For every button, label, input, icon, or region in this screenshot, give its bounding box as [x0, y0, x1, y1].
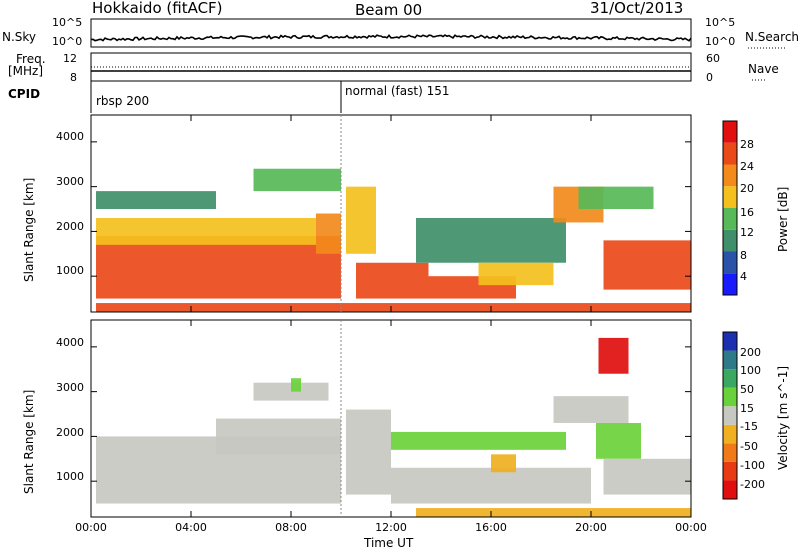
power-cbar-tick: 20: [740, 182, 754, 195]
power-ytick: 2000: [56, 220, 84, 233]
freq-unit-label: [MHz]: [8, 64, 44, 78]
power-data-region: [96, 217, 316, 245]
xtick: 08:00: [275, 521, 307, 534]
freq-tick-high: 12: [63, 52, 77, 65]
power-data-region: [96, 303, 691, 312]
power-colorbar-swatch: [723, 251, 737, 274]
cpid-mode-normal: normal (fast) 151: [345, 84, 450, 98]
station-title: Hokkaido (fitACF): [92, 0, 223, 17]
velocity-colorbar-frame: [722, 331, 738, 500]
power-data-region: [416, 217, 566, 263]
power-colorbar-swatch: [723, 121, 737, 143]
power-ytick: 1000: [56, 264, 84, 277]
xtick: 00:00: [75, 521, 107, 534]
velocity-ytick: 3000: [56, 381, 84, 394]
beam-label: Beam 00: [355, 1, 423, 19]
xtick: 20:00: [575, 521, 607, 534]
velocity-colorbar-swatch: [723, 350, 737, 370]
velocity-data-region: [346, 409, 391, 495]
power-cbar-tick: 8: [740, 249, 747, 262]
velocity-ytick: 2000: [56, 426, 84, 439]
velocity-colorbar-swatch: [723, 369, 737, 388]
nave-tick-low: 0: [706, 71, 713, 84]
nsky-panel-frame: [90, 18, 692, 48]
velocity-cbar-tick: -100: [740, 459, 765, 472]
power-ytick: 3000: [56, 175, 84, 188]
power-data-region: [356, 262, 429, 299]
velocity-cbar-tick: 15: [740, 402, 754, 415]
power-colorbar-swatch: [723, 229, 737, 252]
power-panel-ylabel: Slant Range [km]: [22, 177, 36, 282]
nsky-tick-high: 10^5: [52, 16, 83, 29]
velocity-colorbar-swatch: [723, 332, 737, 351]
velocity-cbar-tick: 100: [740, 364, 761, 377]
power-data-region: [316, 213, 341, 254]
velocity-data-region: [596, 422, 641, 459]
nsearch-tick-high: 10^5: [705, 16, 736, 29]
power-colorbar-label: Power [dB]: [776, 186, 790, 252]
velocity-colorbar-swatch: [723, 406, 737, 425]
power-colorbar-swatch: [723, 142, 737, 165]
velocity-data-region: [291, 378, 301, 392]
power-ytick: 4000: [56, 130, 84, 143]
freq-tick-low: 8: [70, 71, 77, 84]
nsky-trace: [90, 34, 692, 42]
power-colorbar-swatch: [723, 164, 737, 187]
velocity-data-region: [491, 454, 516, 473]
velocity-cbar-tick: -15: [740, 420, 758, 433]
nsearch-tick-low: 10^0: [705, 35, 736, 48]
velocity-ytick: 1000: [56, 470, 84, 483]
velocity-cbar-tick: -200: [740, 478, 765, 491]
power-data-region: [96, 235, 341, 299]
power-cbar-tick: 4: [740, 270, 747, 283]
velocity-data-region: [553, 396, 629, 423]
velocity-data-region: [416, 508, 691, 517]
cpid-label: CPID: [8, 87, 41, 101]
xtick: 16:00: [475, 521, 507, 534]
velocity-data-region: [598, 337, 629, 374]
velocity-data-region: [603, 458, 691, 495]
nave-label: Nave: [748, 62, 779, 76]
power-data-region: [96, 191, 216, 210]
xaxis-label: Time UT: [364, 536, 414, 550]
power-colorbar-frame: [722, 120, 738, 296]
velocity-data-region: [216, 418, 341, 455]
velocity-colorbar-swatch: [723, 443, 737, 462]
power-data-region: [578, 186, 654, 210]
xtick: 00:00: [675, 521, 707, 534]
power-colorbar-swatch: [723, 186, 737, 208]
velocity-colorbar-label: Velocity [m s^-1]: [776, 365, 790, 470]
velocity-cbar-tick: -50: [740, 440, 758, 453]
xtick: 04:00: [175, 521, 207, 534]
freq-label: Freq.: [16, 52, 46, 66]
velocity-colorbar-swatch: [723, 461, 737, 481]
cpid-mode-rbsp: rbsp 200: [96, 94, 150, 108]
velocity-colorbar-swatch: [723, 424, 737, 444]
velocity-data-region: [391, 467, 591, 504]
xtick: 12:00: [375, 521, 407, 534]
power-cbar-tick: 16: [740, 206, 754, 219]
velocity-ytick: 4000: [56, 336, 84, 349]
velocity-cbar-tick: 50: [740, 383, 754, 396]
nsky-label: N.Sky: [2, 30, 37, 44]
power-data-region: [253, 168, 341, 192]
power-data-region: [346, 186, 376, 254]
power-data-region: [603, 240, 691, 290]
date-label: 31/Oct/2013: [590, 0, 684, 17]
power-colorbar-swatch: [723, 273, 737, 295]
power-data-region: [478, 262, 554, 286]
velocity-colorbar-swatch: [723, 480, 737, 499]
velocity-colorbar-swatch: [723, 387, 737, 407]
power-cbar-tick: 24: [740, 160, 754, 173]
nsearch-label: N.Search: [745, 30, 800, 44]
velocity-cbar-tick: 200: [740, 346, 761, 359]
velocity-panel-ylabel: Slant Range [km]: [22, 389, 36, 494]
velocity-data-region: [391, 431, 566, 450]
power-colorbar-swatch: [723, 208, 737, 230]
nsky-tick-low: 10^0: [52, 35, 83, 48]
nave-tick-high: 60: [706, 52, 720, 65]
power-cbar-tick: 12: [740, 226, 754, 239]
power-cbar-tick: 28: [740, 138, 754, 151]
